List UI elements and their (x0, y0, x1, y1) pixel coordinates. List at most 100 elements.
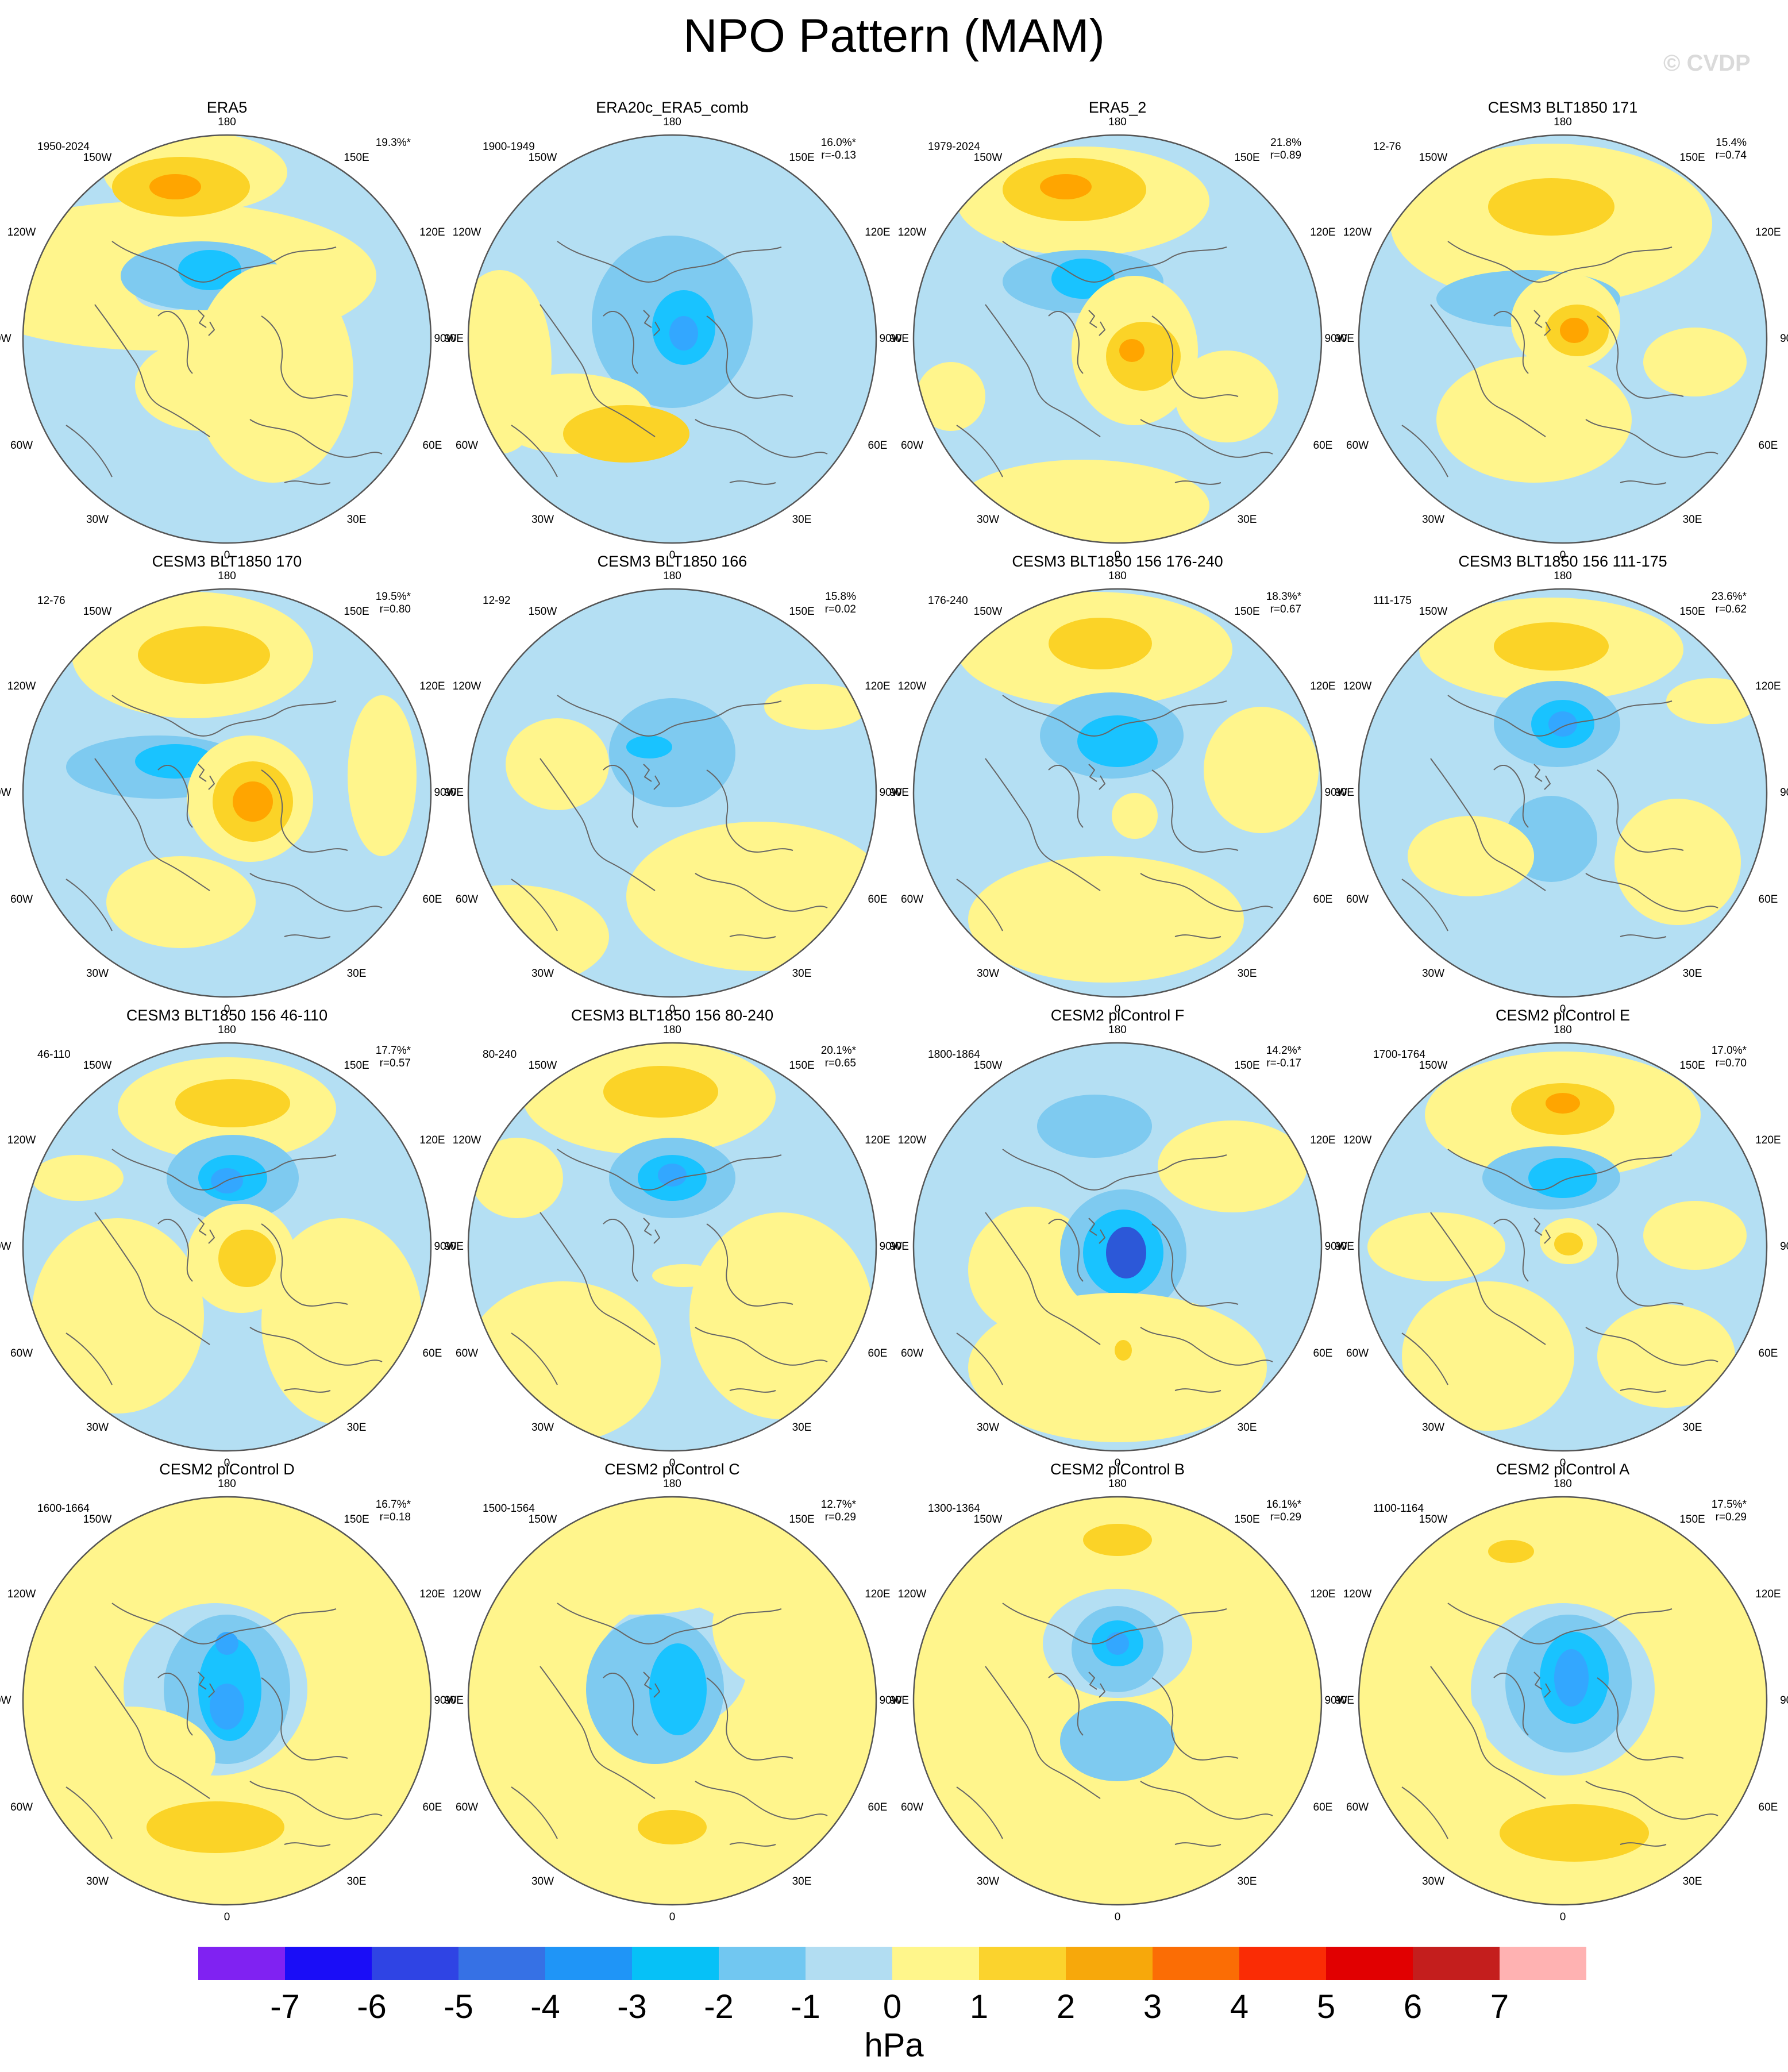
longitude-label: 120W (897, 1134, 927, 1146)
panel-years: 80-240 (483, 1049, 517, 1061)
panel-title: ERA5_2 (1088, 99, 1147, 116)
anomaly-contour (1112, 793, 1158, 839)
panel-title: CESM2 piControl B (1050, 1461, 1185, 1478)
coastline (65, 1786, 331, 1847)
panel-correlation: r=0.57 (379, 1057, 411, 1069)
map-border (467, 134, 877, 544)
anomaly-contour (32, 1218, 204, 1414)
colorbar-units: hPa (864, 2027, 924, 2064)
anomaly-contour (106, 856, 256, 948)
longitude-label: 120W (1343, 1134, 1372, 1146)
coastline (1430, 304, 1546, 437)
anomaly-contour (218, 1230, 276, 1287)
longitude-label: 120W (1343, 226, 1372, 238)
coastline (1140, 873, 1273, 912)
longitude-label: 0 (223, 1911, 230, 1923)
anomaly-contour (210, 1684, 244, 1730)
panel-correlation: r=0.70 (1715, 1057, 1747, 1069)
anomaly-contour (135, 339, 273, 431)
colorbar-tick-label: 5 (1316, 1988, 1336, 2025)
longitude-label: 150E (789, 1513, 815, 1526)
panel-title: CESM3 BLT1850 171 (1488, 99, 1638, 116)
coastline (111, 1149, 337, 1191)
longitude-label: 60W (901, 1347, 924, 1359)
colorbar-tick-label: 4 (1230, 1988, 1249, 2025)
map-border (912, 1042, 1323, 1452)
polar-map (1358, 588, 1768, 998)
panel-variance: 17.5%* (1711, 1499, 1747, 1511)
longitude-label: 180 (218, 1478, 236, 1490)
longitude-label: 150E (1234, 151, 1260, 164)
longitude-label: 150W (83, 1513, 112, 1526)
anomaly-contour (1204, 707, 1319, 833)
anomaly-contour (1488, 1540, 1534, 1563)
coastline (1151, 769, 1239, 853)
longitude-label: 30W (1421, 514, 1445, 526)
anomaly-contour (649, 1643, 707, 1735)
panel-title: CESM2 piControl A (1496, 1461, 1630, 1478)
coastline (511, 1786, 776, 1847)
anomaly-contour (638, 1810, 707, 1844)
longitude-label: 150E (344, 1059, 369, 1072)
panel-correlation: r=0.62 (1715, 603, 1747, 615)
longitude-label: 30W (976, 968, 1000, 980)
longitude-label: 120W (452, 680, 481, 692)
anomaly-contour (1643, 328, 1747, 396)
coastline (65, 879, 331, 939)
longitude-label: 60E (1313, 893, 1333, 906)
coastline (603, 764, 660, 828)
anomaly-contour (922, 1672, 1037, 1798)
map-border (1358, 588, 1768, 998)
longitude-label: 90W (1324, 1241, 1347, 1253)
longitude-label: 30W (976, 514, 1000, 526)
panel-stats: 16.7%* r=0.18 (336, 1499, 411, 1524)
longitude-label: 150E (1234, 1059, 1260, 1072)
longitude-label: 30W (1421, 1875, 1445, 1888)
colorbar-tick-label: -6 (357, 1988, 387, 2025)
colorbar-tick-label: -5 (444, 1988, 473, 2025)
panel-title: ERA5 (206, 99, 248, 116)
panel-variance: 21.8% (1270, 137, 1301, 149)
figure-title: NPO Pattern (MAM) (683, 10, 1105, 62)
anomaly-contour (506, 718, 609, 810)
longitude-label: 180 (1554, 1478, 1572, 1490)
longitude-label: 120E (419, 680, 445, 692)
longitude-label: 120W (452, 1588, 481, 1600)
coastline (511, 879, 776, 939)
longitude-label: 150E (789, 151, 815, 164)
coastline (1048, 764, 1105, 828)
coastline (985, 1212, 1101, 1345)
longitude-label: 150E (344, 605, 369, 618)
longitude-label: 150W (83, 151, 112, 164)
longitude-label: 90E (444, 1694, 464, 1707)
panel-years: 111-175 (1373, 595, 1412, 607)
coastline (249, 419, 383, 458)
panel-variance: 15.8% (825, 591, 856, 603)
panel-years: 1979-2024 (928, 141, 980, 153)
coastline (261, 769, 348, 853)
longitude-label: 30W (531, 1422, 554, 1434)
map-border (1358, 134, 1768, 544)
longitude-label: 150W (973, 151, 1003, 164)
longitude-label: 150E (344, 151, 369, 164)
longitude-label: 180 (1554, 116, 1572, 128)
longitude-label: 0 (669, 549, 676, 561)
longitude-label: 0 (1114, 1457, 1121, 1469)
longitude-label: 180 (218, 1024, 236, 1036)
map-border (22, 134, 432, 544)
longitude-label: 30E (792, 1875, 812, 1888)
longitude-label: 60W (1346, 1801, 1369, 1813)
polar-map (22, 1496, 432, 1906)
longitude-label: 90W (879, 1241, 902, 1253)
longitude-label: 90W (879, 787, 902, 799)
map-border (912, 588, 1323, 998)
longitude-label: 90E (1780, 333, 1788, 345)
colorbar-swatch (458, 1947, 545, 1980)
longitude-label: 150E (789, 1059, 815, 1072)
anomaly-contour (603, 1066, 718, 1118)
coastline (1597, 315, 1684, 399)
anomaly-contour (1500, 1804, 1649, 1862)
longitude-label: 90W (434, 1694, 457, 1707)
longitude-label: 90E (1335, 787, 1354, 799)
colorbar-swatch (979, 1947, 1066, 1980)
